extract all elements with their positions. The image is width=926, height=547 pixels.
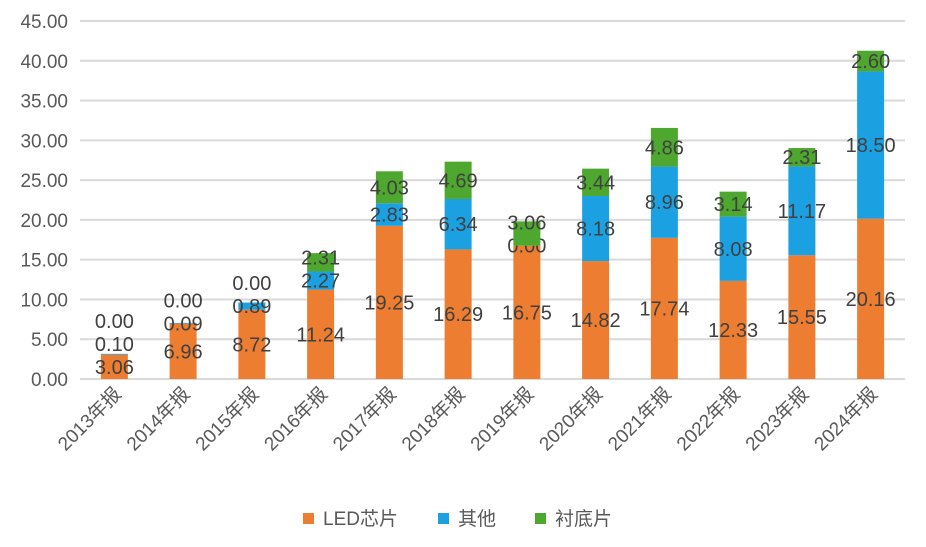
data-label: 6.34 (439, 214, 478, 236)
x-tick-label: 2023年报 (741, 383, 813, 455)
bar-其他 (719, 216, 747, 281)
data-label: 16.75 (502, 302, 552, 324)
data-label: 2.83 (370, 205, 409, 227)
x-tick-label: 2019年报 (466, 383, 538, 455)
data-label: 8.18 (576, 219, 615, 241)
data-label: 8.08 (714, 239, 753, 261)
bar-LED芯片 (857, 218, 885, 379)
legend-label: LED芯片 (323, 508, 398, 530)
y-tick-label: 15.00 (20, 251, 68, 272)
x-tick-label: 2018年报 (397, 383, 469, 455)
data-label: 2.31 (782, 147, 821, 169)
bar-其他 (307, 271, 335, 290)
data-label: 0.89 (232, 296, 271, 318)
data-label: 4.86 (645, 137, 684, 159)
data-label: 11.24 (296, 324, 345, 346)
bar-衬底片 (513, 221, 541, 246)
data-label: 8.72 (232, 334, 271, 356)
bar-其他 (238, 302, 266, 310)
x-tick-label: 2024年报 (810, 383, 882, 455)
y-tick-label: 20.00 (20, 211, 68, 232)
bar-LED芯片 (788, 255, 816, 379)
bar-LED芯片 (100, 354, 128, 379)
x-tick-label: 2015年报 (191, 383, 263, 455)
data-label: 0.00 (95, 311, 134, 333)
bar-LED芯片 (719, 280, 747, 379)
y-tick-label: 0.00 (31, 370, 68, 391)
y-tick-label: 30.00 (20, 131, 68, 152)
data-label: 18.50 (846, 135, 896, 157)
data-label: 14.82 (571, 310, 621, 332)
data-label: 12.33 (708, 320, 758, 342)
legend-swatch (535, 513, 546, 524)
data-label: 3.44 (576, 172, 615, 194)
x-tick-label: 2016年报 (260, 383, 332, 455)
bar-其他 (375, 203, 403, 226)
data-label: 20.16 (846, 289, 896, 311)
data-label: 4.69 (439, 170, 478, 192)
bar-LED芯片 (169, 323, 197, 379)
data-label: 0.00 (232, 273, 271, 295)
bar-衬底片 (307, 253, 335, 272)
bar-其他 (650, 166, 678, 238)
bar-LED芯片 (513, 245, 541, 379)
bar-衬底片 (719, 191, 747, 217)
y-tick-label: 40.00 (20, 52, 68, 73)
x-tick-label: 2013年报 (54, 383, 126, 455)
x-tick-label: 2022年报 (672, 383, 744, 455)
bar-LED芯片 (375, 225, 403, 379)
legend-swatch (303, 513, 314, 524)
legend-swatch (438, 513, 449, 524)
data-label: 3.06 (95, 357, 134, 379)
bar-其他 (582, 196, 610, 262)
bar-其他 (857, 71, 885, 219)
data-label: 8.96 (645, 192, 684, 214)
data-label: 4.03 (370, 177, 409, 199)
data-label: 3.14 (714, 194, 753, 216)
data-label: 3.06 (507, 213, 546, 235)
bar-其他 (788, 166, 816, 256)
legend-label: 衬底片 (555, 508, 612, 530)
bar-LED芯片 (307, 289, 335, 379)
data-label: 6.96 (164, 341, 203, 363)
data-label: 2.60 (851, 51, 890, 73)
data-label: 0.00 (164, 290, 203, 312)
bar-衬底片 (375, 171, 403, 204)
legend-label: 其他 (458, 508, 496, 530)
data-label: 0.09 (164, 313, 203, 335)
x-tick-label: 2021年报 (604, 383, 676, 455)
bar-衬底片 (788, 148, 816, 167)
bar-其他 (100, 353, 128, 355)
x-tick-label: 2017年报 (329, 383, 401, 455)
data-label: 0.10 (95, 334, 134, 356)
bar-LED芯片 (444, 249, 472, 379)
x-tick-label: 2020年报 (535, 383, 607, 455)
data-label: 2.31 (301, 248, 340, 270)
y-tick-label: 5.00 (31, 330, 68, 351)
x-tick-label: 2014年报 (122, 383, 194, 455)
y-tick-label: 45.00 (20, 12, 68, 33)
data-label: 11.17 (778, 201, 827, 223)
data-label: 2.27 (301, 271, 340, 293)
bar-衬底片 (857, 50, 885, 72)
bar-其他 (169, 322, 197, 324)
bar-LED芯片 (238, 309, 266, 379)
bar-LED芯片 (582, 261, 610, 379)
data-label: 19.25 (364, 292, 414, 314)
bar-衬底片 (444, 161, 472, 199)
data-label: 17.74 (639, 298, 689, 320)
data-label: 15.55 (777, 307, 827, 329)
y-tick-label: 25.00 (20, 171, 68, 192)
bar-衬底片 (582, 168, 610, 197)
data-label: 16.29 (433, 304, 483, 326)
y-tick-label: 35.00 (20, 92, 68, 113)
bar-其他 (444, 198, 472, 250)
bar-衬底片 (650, 127, 678, 167)
y-tick-label: 10.00 (20, 290, 68, 311)
bar-LED芯片 (650, 237, 678, 379)
